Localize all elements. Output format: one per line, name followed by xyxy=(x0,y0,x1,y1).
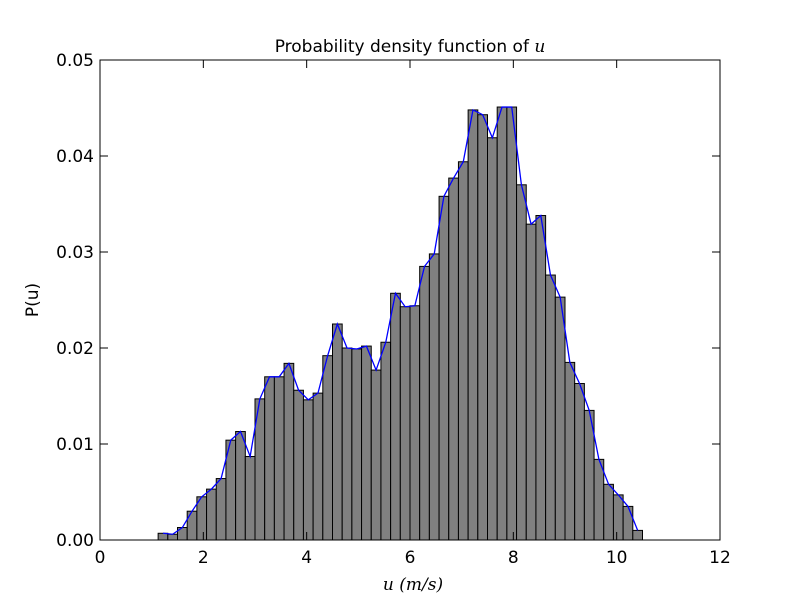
histogram-bar xyxy=(467,109,479,541)
y-tick-label: 0.00 xyxy=(56,531,94,551)
x-tick-label: 6 xyxy=(405,548,416,568)
histogram-bar xyxy=(399,306,411,541)
histogram-bar xyxy=(341,347,353,541)
y-axis-label: P(u) xyxy=(23,283,43,317)
histogram-bar xyxy=(535,215,547,541)
histogram-bar xyxy=(448,177,459,541)
x-tick-label: 4 xyxy=(301,548,312,568)
histogram-bar xyxy=(312,392,324,541)
histogram-bar xyxy=(322,355,333,541)
y-tick-label: 0.05 xyxy=(56,51,94,71)
histogram-bar xyxy=(409,305,421,541)
x-tick-label: 12 xyxy=(709,548,731,568)
plot-frame xyxy=(99,59,721,541)
histogram-bar xyxy=(496,106,508,541)
histogram-bar xyxy=(206,488,217,541)
histogram-bar xyxy=(370,369,382,541)
histogram-bar xyxy=(302,399,314,541)
histogram-bar xyxy=(351,348,363,541)
histogram-bar xyxy=(157,532,169,541)
histogram-bar xyxy=(516,184,527,541)
x-tick-label: 2 xyxy=(198,548,209,568)
y-tick-label: 0.04 xyxy=(56,147,94,167)
tick-labels: 0 2 4 6 8 10 12 0.00 0.01 0.02 0.03 0.04 0.05 xyxy=(56,51,731,568)
histogram-bar xyxy=(235,431,246,541)
histogram-bar xyxy=(186,510,198,541)
histogram-bars xyxy=(157,106,643,541)
histogram-bar xyxy=(196,496,208,541)
histogram-bar xyxy=(506,106,518,541)
histogram-bar xyxy=(622,505,634,541)
histogram-bar xyxy=(419,265,430,541)
histogram-bar xyxy=(273,376,285,541)
histogram-bar xyxy=(593,458,605,541)
histogram-bar xyxy=(215,478,227,541)
histogram-bar xyxy=(380,341,392,541)
histogram-bar xyxy=(428,253,440,541)
histogram-bar xyxy=(361,345,372,541)
chart-title: Probability density function of u xyxy=(275,37,546,57)
x-tick-label: 0 xyxy=(95,548,106,568)
histogram-bar xyxy=(332,323,343,541)
histogram-bar xyxy=(457,161,469,541)
histogram-bar xyxy=(612,494,624,541)
histogram-bar xyxy=(390,292,401,541)
histogram-bar xyxy=(487,137,498,541)
x-tick-label: 8 xyxy=(508,548,519,568)
histogram-bar xyxy=(438,195,450,541)
histogram-bar xyxy=(525,223,537,541)
histogram-bar xyxy=(603,483,614,541)
histogram-bar xyxy=(293,389,304,541)
histogram-bar xyxy=(545,274,556,541)
histogram-bar xyxy=(554,296,566,541)
y-tick-label: 0.01 xyxy=(56,435,94,455)
histogram-bar xyxy=(167,533,178,541)
x-tick-label: 10 xyxy=(606,548,628,568)
histogram-bar xyxy=(283,362,295,541)
histogram-bar xyxy=(244,455,256,541)
histogram-bar xyxy=(574,383,585,541)
x-axis-label: u (m/s) xyxy=(383,575,443,595)
histogram-bar xyxy=(477,114,488,541)
density-line xyxy=(162,106,639,535)
y-tick-label: 0.02 xyxy=(56,339,94,359)
y-tick-label: 0.03 xyxy=(56,243,94,263)
histogram-bar xyxy=(564,361,576,541)
histogram-bar xyxy=(632,529,643,541)
histogram-bar xyxy=(264,376,275,541)
